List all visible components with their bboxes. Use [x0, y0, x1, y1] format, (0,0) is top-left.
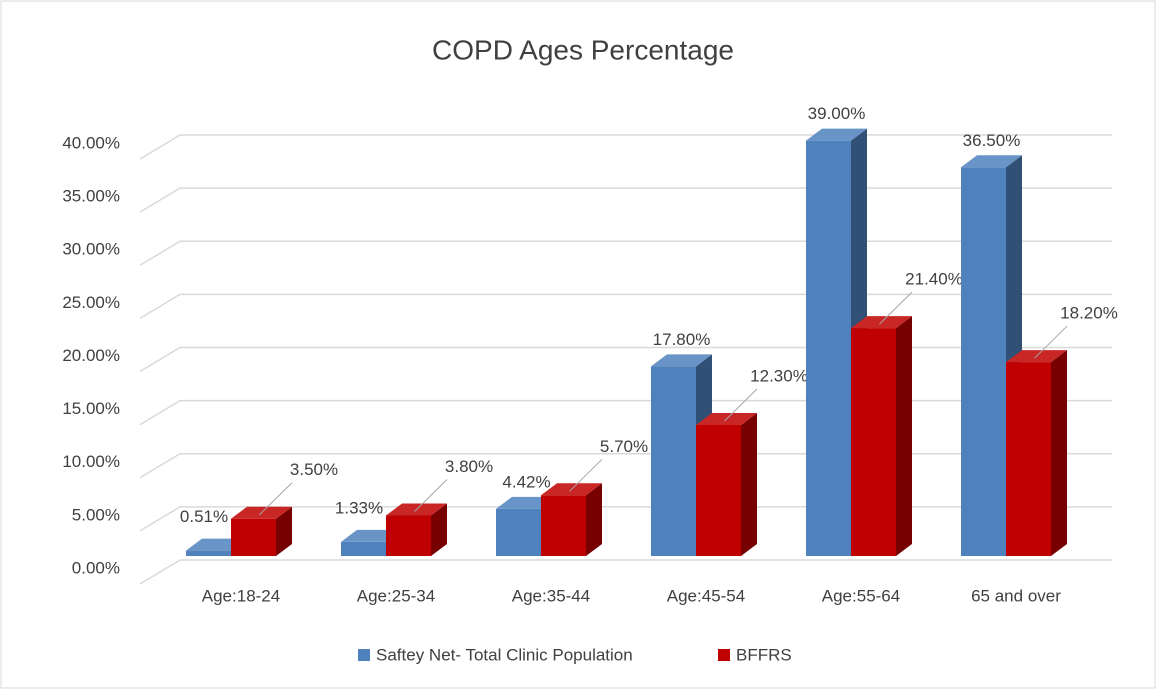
bar-side: [276, 506, 292, 556]
bar-side: [586, 483, 602, 556]
data-label: 1.33%: [335, 498, 383, 517]
y-tick-label: 35.00%: [62, 187, 120, 206]
data-label: 3.80%: [445, 457, 493, 476]
bar: [386, 503, 447, 556]
leader-line: [879, 291, 913, 325]
grid-line: [139, 399, 1112, 426]
leader-line: [724, 388, 758, 422]
grid-line: [139, 559, 1112, 585]
bar-front: [496, 508, 541, 556]
bar-front: [186, 550, 231, 556]
grid-line: [139, 453, 1112, 479]
bar-front: [341, 541, 386, 556]
bar-front: [541, 495, 586, 556]
bar-top: [651, 354, 712, 367]
data-label: 18.20%: [1060, 304, 1118, 323]
leader-line: [259, 482, 293, 516]
bar-front: [696, 425, 741, 556]
y-tick-label: 15.00%: [62, 399, 120, 418]
data-label: 4.42%: [502, 472, 550, 491]
x-tick-label: Age:45-54: [667, 586, 745, 605]
data-label: 5.70%: [600, 437, 648, 456]
legend-label: Saftey Net- Total Clinic Population: [376, 645, 633, 664]
y-tick-label: 10.00%: [62, 452, 120, 471]
bar-front: [961, 167, 1006, 556]
y-tick-label: 40.00%: [62, 133, 120, 152]
bar: [231, 506, 292, 556]
chart-title: COPD Ages Percentage: [432, 34, 734, 65]
bar: [696, 413, 757, 556]
legend-swatch: [718, 649, 730, 661]
data-label: 0.51%: [180, 507, 228, 526]
x-tick-label: Age:55-64: [822, 586, 900, 605]
data-label: 39.00%: [808, 104, 866, 123]
data-label: 36.50%: [963, 131, 1021, 150]
x-tick-label: Age:18-24: [202, 586, 280, 605]
bar-side: [896, 316, 912, 556]
bar-front: [386, 515, 431, 556]
data-label: 21.40%: [905, 270, 963, 289]
grid-line: [139, 346, 1112, 373]
bar-front: [1006, 362, 1051, 556]
x-tick-label: Age:35-44: [512, 586, 590, 605]
data-label: 17.80%: [653, 330, 711, 349]
bar-front: [851, 328, 896, 556]
bar-side: [1051, 350, 1067, 556]
bar: [541, 483, 602, 556]
bar-side: [431, 503, 447, 556]
grid-line: [139, 187, 1112, 213]
bar-front: [231, 518, 276, 556]
x-tick-label: 65 and over: [971, 586, 1061, 605]
bar: [1006, 350, 1067, 556]
grid-line: [139, 293, 1112, 320]
grid-line: [139, 134, 1112, 160]
y-tick-label: 20.00%: [62, 346, 120, 365]
bar-side: [741, 413, 757, 556]
x-tick-label: Age:25-34: [357, 586, 435, 605]
y-tick-label: 5.00%: [72, 505, 120, 524]
bar-top: [961, 155, 1022, 168]
y-tick-label: 25.00%: [62, 293, 120, 312]
leader-line: [414, 479, 448, 512]
data-label: 12.30%: [750, 366, 808, 385]
y-tick-label: 0.00%: [72, 558, 120, 577]
grid-line: [139, 240, 1112, 266]
bar-front: [806, 140, 851, 556]
grid-line: [139, 506, 1112, 532]
bar-front: [651, 366, 696, 556]
bar: [851, 316, 912, 556]
data-label: 3.50%: [290, 460, 338, 479]
y-tick-label: 30.00%: [62, 240, 120, 259]
leader-line: [1034, 325, 1068, 359]
bar-top: [806, 128, 867, 141]
leader-line: [569, 458, 603, 492]
legend-swatch: [358, 649, 370, 661]
legend-label: BFFRS: [736, 645, 792, 664]
